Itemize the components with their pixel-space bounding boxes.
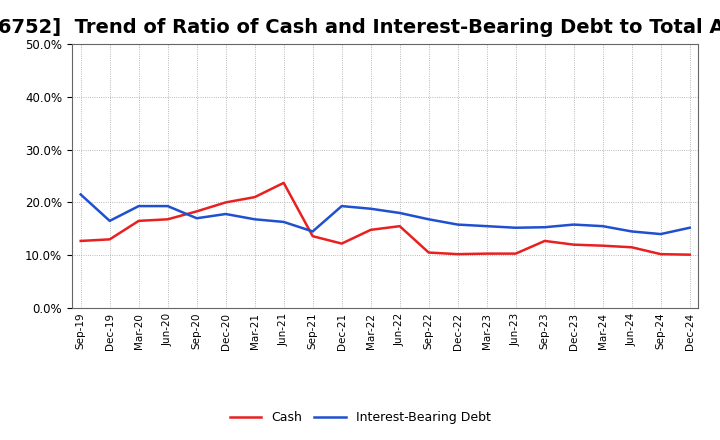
Interest-Bearing Debt <box>221 211 230 216</box>
Interest-Bearing Debt <box>598 224 607 229</box>
Cash <box>163 216 172 222</box>
Interest-Bearing Debt <box>135 203 143 209</box>
Cash <box>685 252 694 257</box>
Cash <box>76 238 85 244</box>
Cash <box>105 237 114 242</box>
Interest-Bearing Debt <box>424 216 433 222</box>
Interest-Bearing Debt <box>163 203 172 209</box>
Interest-Bearing Debt <box>105 218 114 224</box>
Interest-Bearing Debt <box>76 192 85 197</box>
Cash <box>279 180 288 186</box>
Interest-Bearing Debt <box>570 222 578 227</box>
Cash <box>251 194 259 200</box>
Interest-Bearing Debt <box>192 216 201 221</box>
Cash <box>192 209 201 214</box>
Cash <box>395 224 404 229</box>
Interest-Bearing Debt <box>395 210 404 216</box>
Interest-Bearing Debt <box>541 224 549 230</box>
Interest-Bearing Debt <box>511 225 520 231</box>
Cash <box>598 243 607 248</box>
Cash <box>627 245 636 250</box>
Interest-Bearing Debt <box>279 219 288 224</box>
Interest-Bearing Debt <box>338 203 346 209</box>
Interest-Bearing Debt <box>482 224 491 229</box>
Cash <box>454 252 462 257</box>
Cash <box>657 252 665 257</box>
Line: Interest-Bearing Debt: Interest-Bearing Debt <box>81 194 690 234</box>
Cash <box>338 241 346 246</box>
Cash <box>366 227 375 232</box>
Interest-Bearing Debt <box>685 225 694 231</box>
Interest-Bearing Debt <box>454 222 462 227</box>
Title: [6752]  Trend of Ratio of Cash and Interest-Bearing Debt to Total Assets: [6752] Trend of Ratio of Cash and Intere… <box>0 18 720 37</box>
Cash <box>221 200 230 205</box>
Cash <box>482 251 491 256</box>
Interest-Bearing Debt <box>251 216 259 222</box>
Interest-Bearing Debt <box>657 231 665 237</box>
Line: Cash: Cash <box>81 183 690 255</box>
Interest-Bearing Debt <box>366 206 375 211</box>
Interest-Bearing Debt <box>627 229 636 234</box>
Legend: Cash, Interest-Bearing Debt: Cash, Interest-Bearing Debt <box>225 407 495 429</box>
Cash <box>424 250 433 255</box>
Cash <box>511 251 520 256</box>
Cash <box>541 238 549 244</box>
Cash <box>308 234 317 239</box>
Interest-Bearing Debt <box>308 229 317 234</box>
Cash <box>135 218 143 224</box>
Cash <box>570 242 578 247</box>
